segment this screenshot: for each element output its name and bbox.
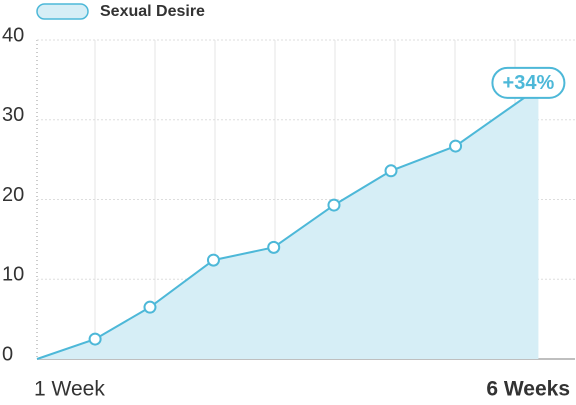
point (88, 332, 102, 346)
legend-label: Sexual Desire (100, 3, 205, 20)
legend-swatch (36, 3, 89, 20)
point (449, 139, 463, 153)
y-tick-label: 40 (2, 24, 24, 46)
area-fill (37, 87, 539, 359)
point (267, 240, 281, 254)
point (143, 300, 157, 314)
y-tick-label: 0 (2, 343, 13, 365)
x-tick-label: 1 Week (34, 378, 105, 401)
point (206, 253, 220, 267)
y-tick-label: 20 (2, 184, 24, 206)
y-tick-label: 30 (2, 104, 24, 126)
annotation-box (491, 66, 566, 99)
y-tick-label: 10 (2, 264, 24, 286)
point (384, 164, 398, 178)
x-tick-label: 6 Weeks (486, 378, 570, 401)
annotation: +34% (503, 72, 555, 94)
point (327, 198, 341, 212)
